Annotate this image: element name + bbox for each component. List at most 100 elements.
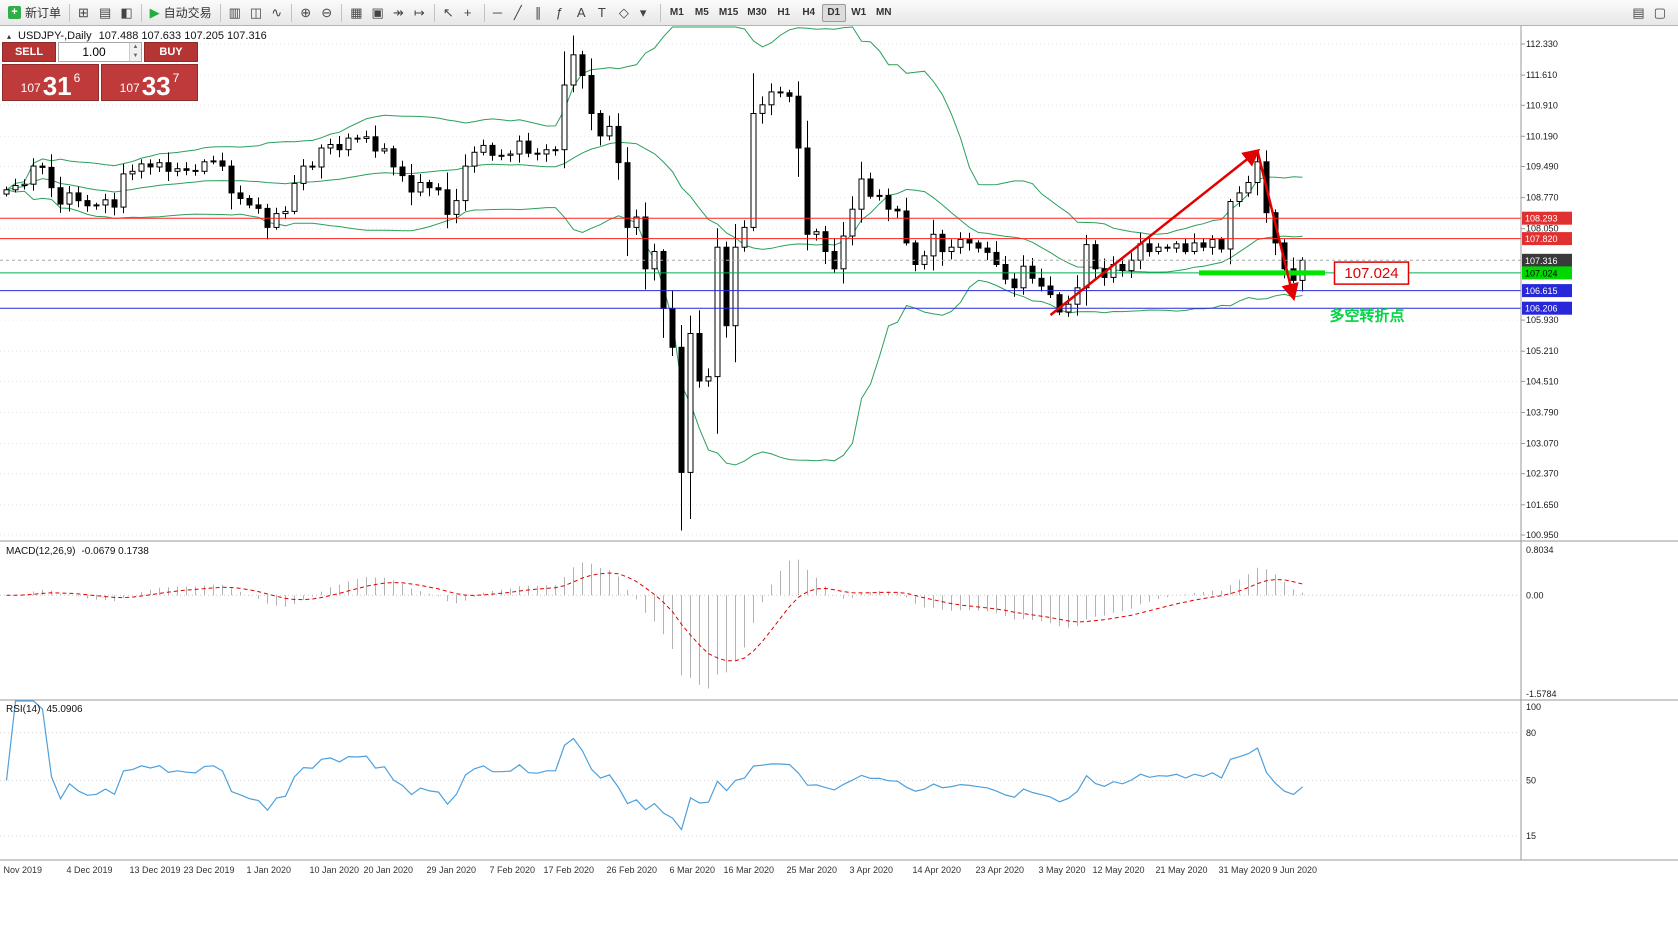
svg-text:108.293: 108.293 xyxy=(1525,214,1558,224)
auto-scroll-button[interactable]: ↠ xyxy=(389,3,409,23)
new-order-label: 新订单 xyxy=(25,6,62,20)
toolbar-separator xyxy=(140,3,142,22)
buy-button[interactable]: BUY xyxy=(144,42,198,62)
toolbar-separator xyxy=(219,3,221,22)
svg-text:0.00: 0.00 xyxy=(1526,590,1544,600)
timeframe-m1-button[interactable]: M1 xyxy=(665,4,689,22)
svg-text:12 May 2020: 12 May 2020 xyxy=(1093,865,1145,875)
trendline-button[interactable]: ╱ xyxy=(510,3,530,23)
fibonacci-button[interactable]: ƒ xyxy=(552,3,572,23)
shapes-icon: ◇ xyxy=(618,5,629,20)
price-tag-label: 107.024 xyxy=(1333,261,1410,285)
volume-up-icon[interactable]: ▲ xyxy=(130,43,141,52)
tile-windows-icon: ▦ xyxy=(350,5,363,20)
svg-text:104.510: 104.510 xyxy=(1526,376,1559,386)
toolbar-separator xyxy=(341,3,343,22)
svg-text:110.190: 110.190 xyxy=(1526,131,1558,141)
zoom-out-button[interactable]: ⊖ xyxy=(317,3,337,23)
svg-text:102.370: 102.370 xyxy=(1526,469,1559,479)
bar-chart-button[interactable]: ▥ xyxy=(225,3,245,23)
svg-text:Nov 2019: Nov 2019 xyxy=(4,865,43,875)
text-label-icon: T xyxy=(597,5,606,20)
volume-down-icon[interactable]: ▼ xyxy=(130,52,141,61)
auto-scroll-icon: ↠ xyxy=(392,5,404,20)
timeframe-h1-button[interactable]: H1 xyxy=(772,4,796,22)
timeframe-h4-button[interactable]: H4 xyxy=(797,4,821,22)
profiles-icon: ▤ xyxy=(99,5,112,20)
chart-shift-button[interactable]: ↦ xyxy=(410,3,430,23)
candlestick-chart-icon: ◫ xyxy=(249,5,263,20)
one-click-trading-panel: SELL ▲ ▼ BUY 107 31 6 107 33 7 xyxy=(2,42,198,101)
svg-text:110.910: 110.910 xyxy=(1526,100,1558,110)
charts-grid-button[interactable]: ⊞ xyxy=(74,3,94,23)
timeframe-d1-button[interactable]: D1 xyxy=(821,3,846,22)
timeframe-m30-button[interactable]: M30 xyxy=(743,4,770,22)
line-chart-icon: ∿ xyxy=(271,5,283,20)
bar-chart-icon: ▥ xyxy=(228,5,241,20)
horizontal-line-icon: ─ xyxy=(492,5,503,20)
text-button[interactable]: A xyxy=(573,3,593,23)
volume-input[interactable] xyxy=(59,43,129,61)
svg-text:106.206: 106.206 xyxy=(1525,304,1558,314)
zoom-in-button[interactable]: ⊕ xyxy=(296,3,316,23)
svg-text:13 Dec 2019: 13 Dec 2019 xyxy=(130,865,181,875)
buy-price-big: 33 xyxy=(141,70,171,101)
trendline-icon: ╱ xyxy=(513,5,522,20)
toolbar-separator xyxy=(291,3,293,22)
cursor-button[interactable]: ↖ xyxy=(439,3,459,23)
svg-text:15: 15 xyxy=(1526,831,1536,841)
timeframe-mn-button[interactable]: MN xyxy=(872,4,896,22)
timeframe-m15-button[interactable]: M15 xyxy=(715,4,742,22)
objects-list-icon: ▢ xyxy=(1653,5,1666,20)
svg-text:21 May 2020: 21 May 2020 xyxy=(1156,865,1208,875)
tile-windows-button[interactable]: ▦ xyxy=(346,3,366,23)
new-chart-icon: ▣ xyxy=(371,5,384,20)
macd-pane: 0.8034 0.00 -1.5784 xyxy=(0,545,1557,699)
buy-price-button[interactable]: 107 33 7 xyxy=(101,64,198,101)
svg-text:0.8034: 0.8034 xyxy=(1526,545,1554,555)
objects-list-button[interactable]: ▢ xyxy=(1650,3,1670,23)
ohlc-readout: 107.488 107.633 107.205 107.316 xyxy=(98,30,267,42)
svg-text:109.490: 109.490 xyxy=(1526,162,1559,172)
candlestick-chart-button[interactable]: ◫ xyxy=(246,3,266,23)
svg-text:80: 80 xyxy=(1526,728,1536,738)
sell-price-big: 31 xyxy=(42,70,72,101)
auto-trading-button[interactable]: ▶ 自动交易 xyxy=(146,3,216,23)
toolbar-right-group: ▤ ▢ xyxy=(1628,3,1674,23)
timeframe-w1-button[interactable]: W1 xyxy=(847,4,871,22)
equidistant-channel-button[interactable]: ∥ xyxy=(531,3,551,23)
crosshair-button[interactable]: + xyxy=(460,3,480,23)
new-order-button[interactable]: + 新订单 xyxy=(4,3,65,23)
toolbar-separator xyxy=(69,3,71,22)
svg-text:14 Apr 2020: 14 Apr 2020 xyxy=(913,865,962,875)
profiles-button[interactable]: ▤ xyxy=(95,3,115,23)
sell-price-button[interactable]: 107 31 6 xyxy=(2,64,99,101)
collapse-icon[interactable]: ▴ xyxy=(7,31,12,41)
svg-text:25 Mar 2020: 25 Mar 2020 xyxy=(787,865,838,875)
svg-text:100: 100 xyxy=(1526,702,1541,712)
text-label-button[interactable]: T xyxy=(594,3,614,23)
sell-button[interactable]: SELL xyxy=(2,42,56,62)
svg-text:108.770: 108.770 xyxy=(1526,193,1559,203)
svg-text:112.330: 112.330 xyxy=(1526,39,1558,49)
indicators-list-button[interactable]: ▤ xyxy=(1628,3,1648,23)
svg-text:106.615: 106.615 xyxy=(1525,286,1558,296)
horizontal-line-button[interactable]: ─ xyxy=(489,3,509,23)
dropdown-arrow-button[interactable]: ▾ xyxy=(636,3,656,23)
toolbar: + 新订单 ⊞ ▤ ◧ ▶ 自动交易 ▥ ◫ ∿ ⊕ ⊖ ▦ ▣ ↠ ↦ ↖ + ─ ╱ ∥ ƒ A T ◇ ▾ M1 M5 M15 M3… xyxy=(0,0,1678,26)
line-chart-button[interactable]: ∿ xyxy=(267,3,287,23)
market-watch-button[interactable]: ◧ xyxy=(116,3,136,23)
shapes-button[interactable]: ◇ xyxy=(615,3,635,23)
rsi-pane: 100 80 50 15 xyxy=(0,700,1541,841)
fibonacci-icon: ƒ xyxy=(555,5,564,20)
svg-text:108.050: 108.050 xyxy=(1526,224,1559,234)
svg-text:10 Jan 2020: 10 Jan 2020 xyxy=(310,865,360,875)
timeframe-m5-button[interactable]: M5 xyxy=(690,4,714,22)
toolbar-separator xyxy=(433,3,435,22)
auto-trading-label: 自动交易 xyxy=(163,6,212,20)
svg-text:-1.5784: -1.5784 xyxy=(1526,689,1557,699)
svg-text:17 Feb 2020: 17 Feb 2020 xyxy=(544,865,595,875)
new-chart-button[interactable]: ▣ xyxy=(368,3,388,23)
